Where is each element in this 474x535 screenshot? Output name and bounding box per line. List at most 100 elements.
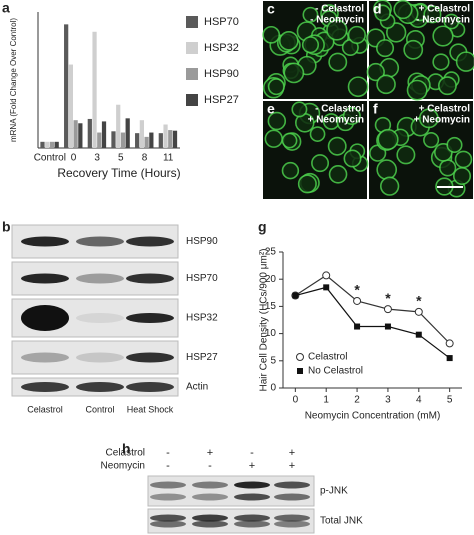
- cell: [396, 145, 416, 165]
- x-tick-label: Control: [34, 153, 66, 164]
- marker: [414, 307, 423, 316]
- bar: [45, 141, 50, 148]
- condition-sign: -: [208, 460, 212, 472]
- y-tick-label: 5: [270, 355, 276, 366]
- bar: [149, 132, 154, 148]
- bar: [135, 133, 140, 148]
- cell: [264, 129, 283, 148]
- cell: [374, 4, 391, 22]
- micrograph: d + Celastrol- Neomycin: [366, 0, 474, 101]
- bar: [101, 121, 107, 148]
- cell: [393, 0, 413, 20]
- band: [126, 273, 174, 284]
- y-tick-label: 25: [265, 247, 277, 258]
- band: [76, 313, 124, 323]
- bar: [111, 131, 116, 148]
- micrograph: f + Celastrol+ Neomycin: [369, 101, 473, 199]
- micrograph: c - Celastrol- Neomycin: [262, 1, 369, 99]
- x-tick-label: 3: [385, 395, 391, 406]
- legend-label: Celastrol: [308, 352, 347, 363]
- legend-label: HSP32: [204, 42, 239, 54]
- legend-swatch: [186, 42, 198, 54]
- panel-label: g: [258, 219, 267, 235]
- legend-swatch: [186, 94, 198, 106]
- cell: [452, 166, 472, 186]
- bar: [40, 141, 45, 148]
- condition-sign: +: [249, 460, 255, 472]
- bar: [158, 133, 163, 148]
- bar: [125, 118, 130, 148]
- lane-label: Heat Shock: [127, 404, 174, 414]
- band: [192, 493, 228, 501]
- cell: [297, 174, 317, 194]
- cell: [328, 164, 348, 184]
- x-tick-label: 5: [447, 395, 453, 406]
- condition-label: + Celastrol: [419, 104, 471, 115]
- cell: [309, 126, 326, 142]
- x-tick-label: 0: [293, 395, 299, 406]
- band: [150, 493, 186, 501]
- bar: [73, 120, 78, 148]
- y-tick-label: 20: [265, 274, 277, 285]
- cell: [281, 132, 298, 149]
- band: [150, 481, 186, 489]
- band: [234, 520, 270, 528]
- cell: [432, 25, 454, 47]
- cell: [403, 39, 424, 60]
- y-tick-label: 15: [265, 301, 277, 312]
- legend-label: HSP70: [204, 16, 239, 28]
- condition-label: + Neomycin: [308, 115, 364, 126]
- legend-swatch: [186, 16, 198, 28]
- band: [76, 236, 124, 247]
- x-tick-label: 2: [354, 395, 360, 406]
- band: [21, 305, 69, 331]
- condition-label: - Neomycin: [310, 15, 364, 26]
- x-tick-label: 4: [416, 395, 422, 406]
- bar: [64, 24, 69, 149]
- cell: [281, 161, 300, 180]
- band: [234, 514, 270, 522]
- band: [192, 514, 228, 522]
- cell: [376, 159, 398, 181]
- cell: [267, 111, 287, 131]
- cell: [291, 101, 308, 118]
- condition-name: Neomycin: [101, 461, 145, 472]
- micrograph-label: f: [373, 101, 378, 117]
- row-label: p-JNK: [320, 486, 348, 497]
- micrograph: e - Celastrol+ Neomycin: [263, 101, 369, 199]
- y-axis-label: mRNA (Fold Change Over Control): [9, 18, 18, 142]
- x-axis-label: Recovery Time (Hours): [57, 166, 180, 180]
- condition-label: - Celastrol: [315, 104, 364, 115]
- band: [21, 352, 69, 363]
- cell: [327, 136, 347, 156]
- panel-label: a: [2, 0, 10, 16]
- legend-label: HSP90: [204, 68, 239, 80]
- cell: [439, 159, 457, 177]
- condition-sign: -: [250, 447, 254, 459]
- cell: [423, 5, 442, 24]
- cell: [302, 6, 319, 23]
- cell: [328, 52, 348, 72]
- x-axis-label: Neomycin Concentration (mM): [305, 411, 441, 422]
- condition-name: Celastrol: [106, 448, 145, 459]
- condition-sign: +: [289, 460, 295, 472]
- condition-sign: +: [289, 447, 295, 459]
- cell: [418, 108, 439, 129]
- row-label: Actin: [186, 382, 208, 393]
- row-label: Total JNK: [320, 516, 363, 527]
- panel-label: b: [2, 219, 11, 235]
- marker: [292, 292, 299, 299]
- band: [150, 514, 186, 522]
- x-tick-label: 3: [94, 153, 100, 164]
- marker: [323, 284, 330, 291]
- condition-label: - Celastrol: [315, 4, 364, 15]
- row-label: HSP27: [186, 352, 218, 363]
- cell: [437, 76, 457, 96]
- bar: [168, 130, 173, 148]
- legend-marker: [296, 353, 304, 361]
- cell: [366, 62, 385, 82]
- micrograph-label: e: [267, 101, 275, 117]
- bar: [139, 120, 144, 148]
- cell: [406, 79, 428, 101]
